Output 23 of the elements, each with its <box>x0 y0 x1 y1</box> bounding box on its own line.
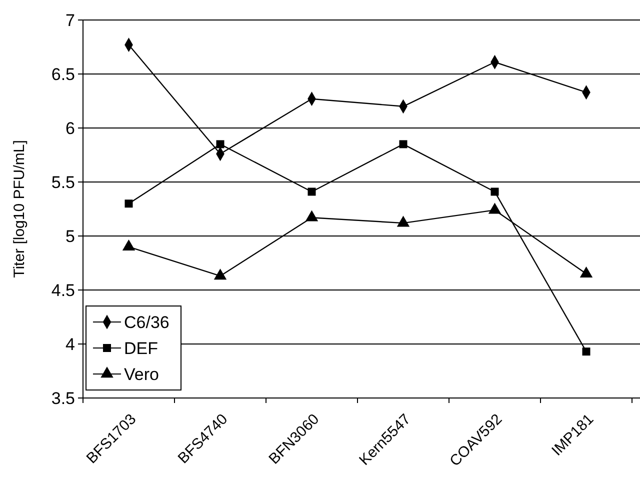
point <box>399 140 408 148</box>
point <box>122 239 136 250</box>
y-tick-label: 6.5 <box>51 64 75 84</box>
point <box>396 216 410 227</box>
point <box>490 188 499 196</box>
legend-label: Vero <box>124 364 159 384</box>
legend-label: C6/36 <box>124 312 170 332</box>
y-tick-label: 4.5 <box>51 280 75 300</box>
point <box>488 202 502 214</box>
y-axis-title: Titer [log10 PFU/mL] <box>11 140 28 278</box>
point <box>580 266 593 278</box>
point <box>308 188 316 196</box>
point <box>216 140 224 148</box>
y-tick-label: 5 <box>66 226 75 246</box>
y-tick-label: 6 <box>66 118 75 138</box>
point <box>305 210 318 222</box>
y-tick-label: 3.5 <box>51 388 75 408</box>
point <box>124 200 133 208</box>
y-tick-label: 7 <box>66 10 75 30</box>
legend-label: DEF <box>124 338 158 358</box>
point <box>214 268 227 280</box>
y-tick-label: 5.5 <box>51 172 75 192</box>
y-tick-label: 4 <box>66 334 75 354</box>
